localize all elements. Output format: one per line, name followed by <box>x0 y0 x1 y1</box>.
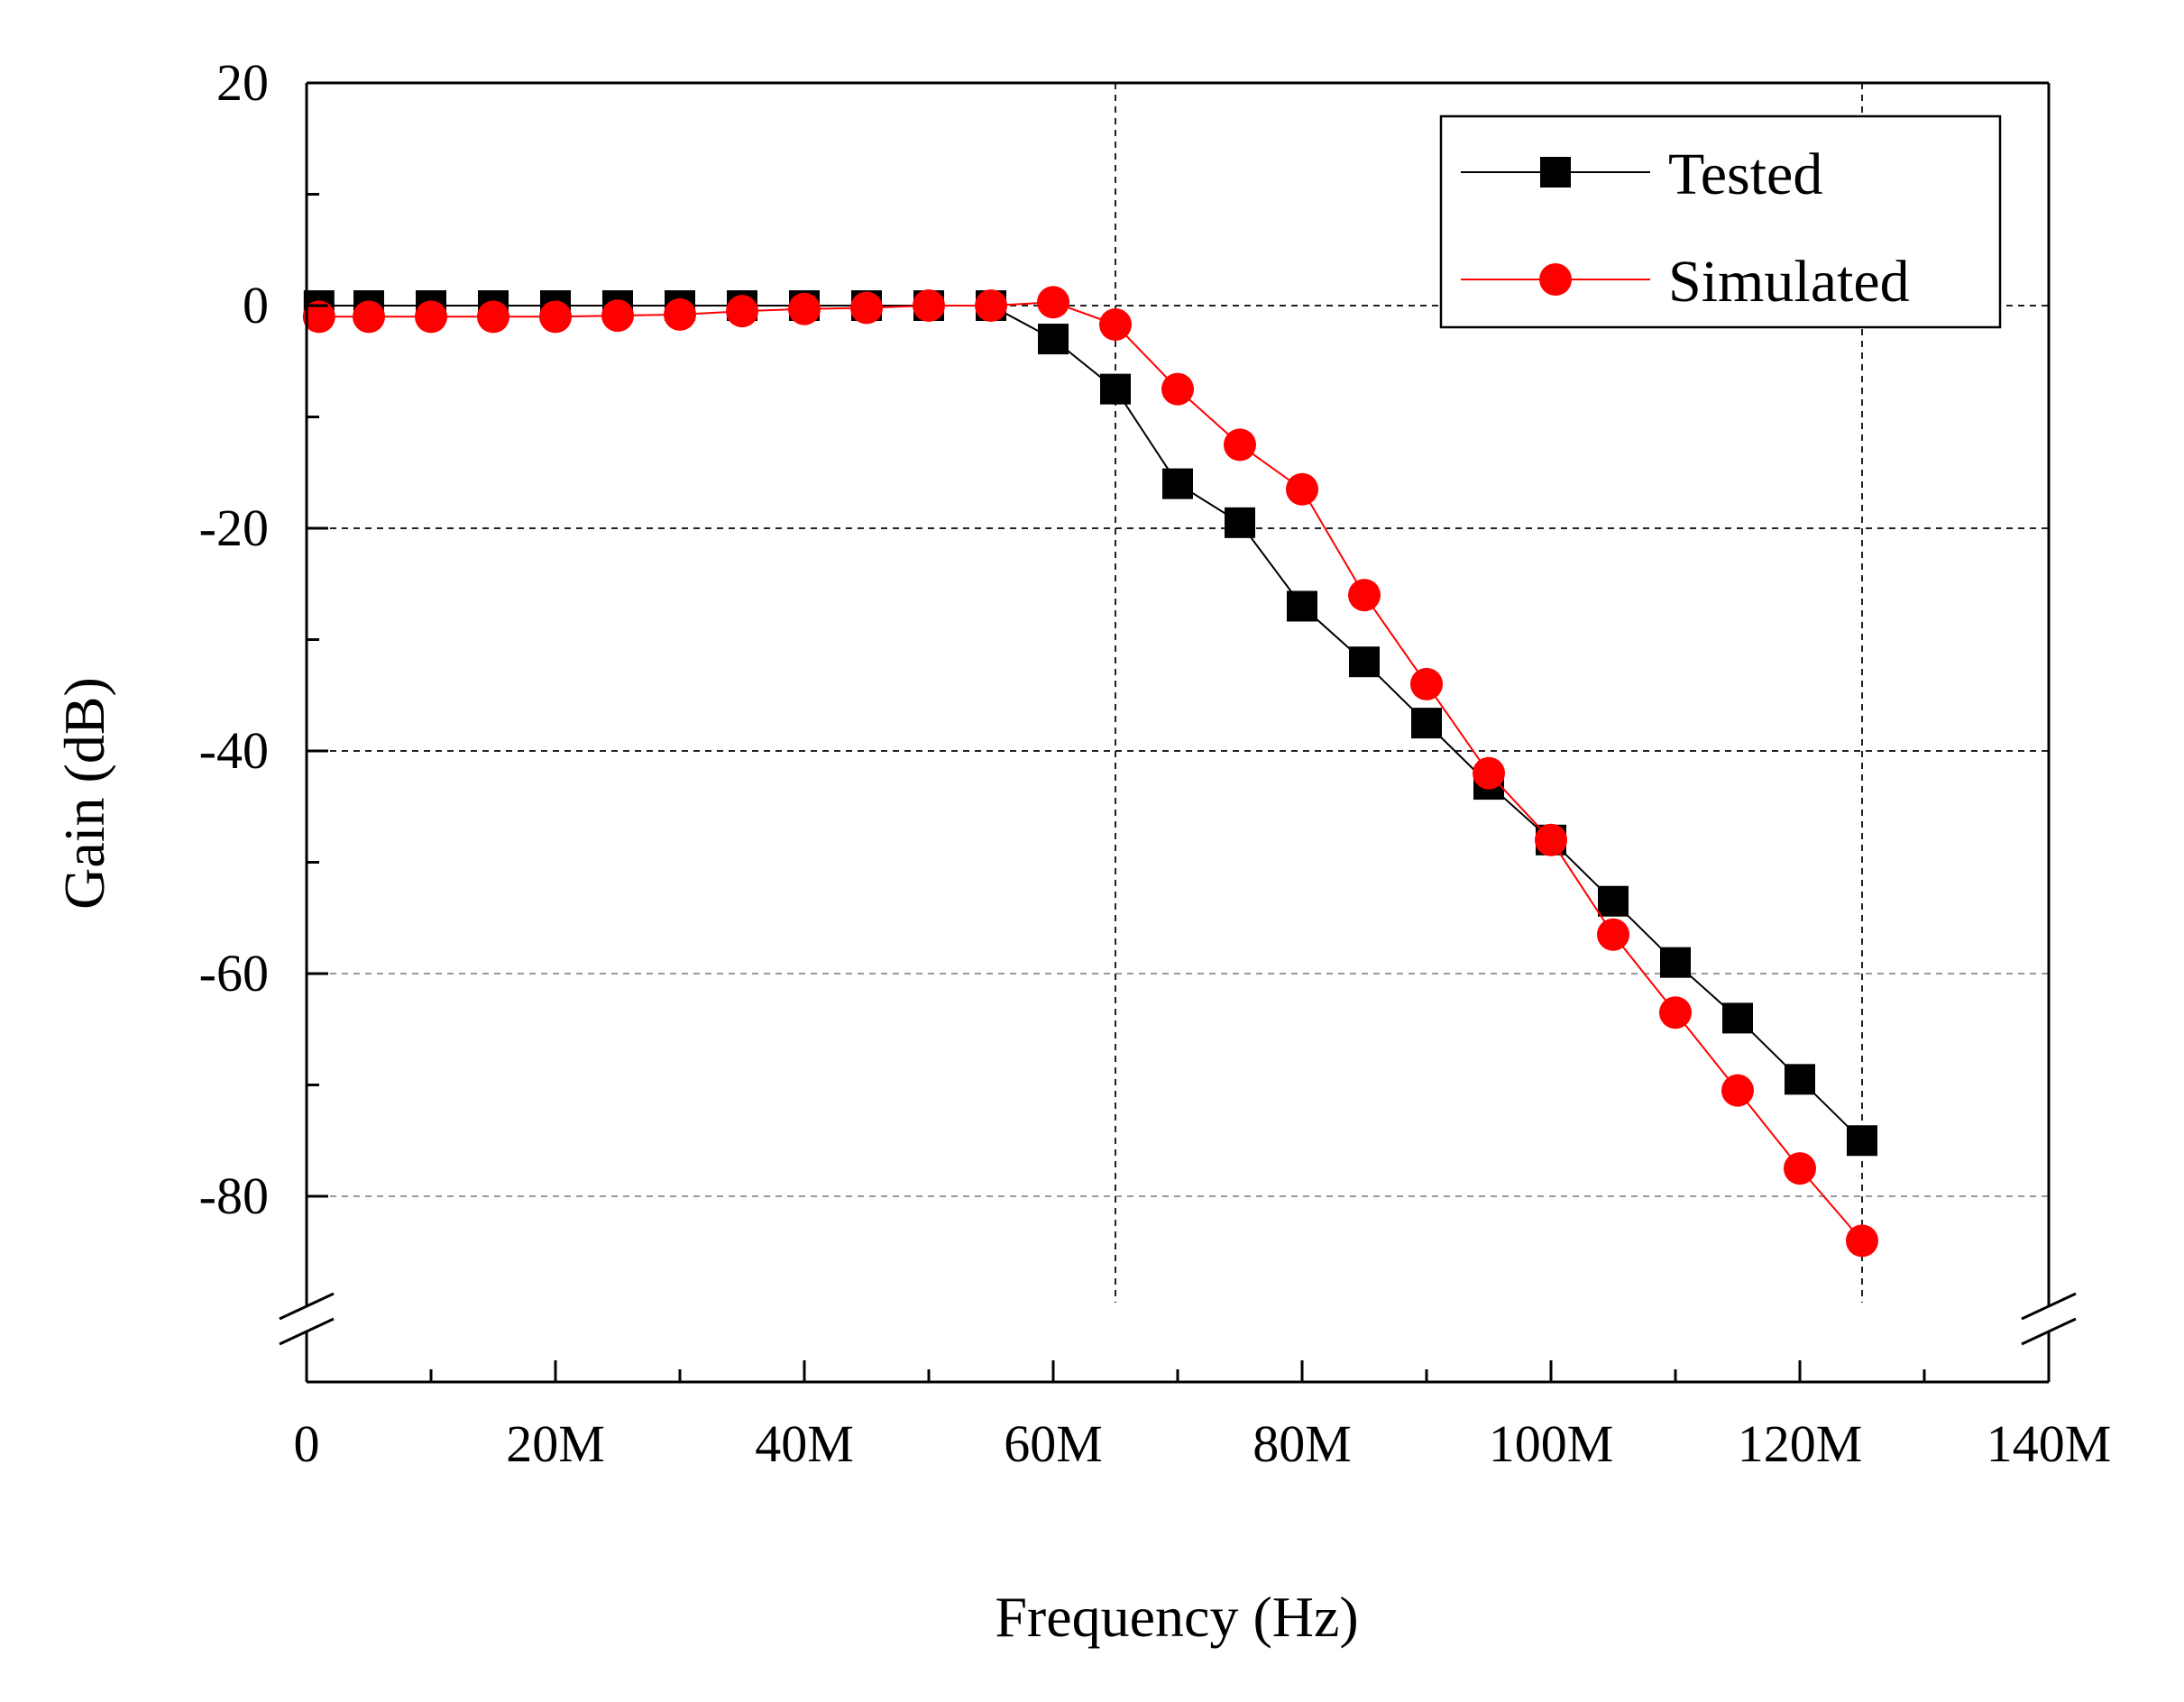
axis-break-mark-right <box>2021 1317 2077 1346</box>
data-point-simulated <box>788 292 821 325</box>
data-point-simulated <box>477 300 509 334</box>
data-point-simulated <box>1037 286 1069 319</box>
data-point-simulated <box>302 300 335 334</box>
plot-series <box>302 286 1878 1258</box>
legend-marker-simulated <box>1539 263 1572 296</box>
data-point-simulated <box>1099 307 1132 341</box>
x-tick-label: 80M <box>1253 1414 1352 1473</box>
y-tick-label: -20 <box>199 499 269 557</box>
data-point-simulated <box>1784 1152 1816 1185</box>
y-tick-label: 0 <box>243 276 269 334</box>
data-point-simulated <box>1597 918 1629 951</box>
data-point-tested <box>1722 1002 1753 1034</box>
x-axis-title: Frequency (Hz) <box>995 1585 1358 1649</box>
data-point-simulated <box>539 300 572 334</box>
y-tick-label: -60 <box>199 944 269 1002</box>
data-point-simulated <box>1535 823 1567 856</box>
series-line-simulated <box>318 301 1863 1242</box>
axis-break-mark-left <box>279 1317 335 1346</box>
data-point-tested <box>1411 708 1442 739</box>
x-tick-label: 60M <box>1004 1414 1103 1473</box>
data-point-simulated <box>415 300 447 334</box>
x-tick-label: 20M <box>506 1414 605 1473</box>
data-point-simulated <box>1348 579 1381 612</box>
data-point-simulated <box>1286 472 1318 506</box>
axis-break-mark-right <box>2021 1292 2077 1321</box>
legend: Tested Simulated <box>1439 114 2002 329</box>
data-point-simulated <box>1721 1074 1754 1107</box>
data-point-simulated <box>1224 428 1256 462</box>
data-point-simulated <box>1473 756 1505 790</box>
data-point-tested <box>1785 1064 1815 1095</box>
axis-break-mark-left <box>279 1292 335 1321</box>
y-axis-title: Gain (dB) <box>52 677 116 910</box>
y-tick-label: 20 <box>216 53 269 112</box>
data-point-simulated <box>913 289 945 322</box>
data-point-simulated <box>975 289 1007 322</box>
x-tick-label: 40M <box>755 1414 854 1473</box>
data-point-simulated <box>1410 667 1443 700</box>
legend-label-simulated: Simulated <box>1668 249 1910 315</box>
data-point-simulated <box>664 297 696 331</box>
series-line-tested <box>318 305 1863 1142</box>
data-point-tested <box>1847 1125 1877 1157</box>
legend-label-tested: Tested <box>1668 142 1822 207</box>
data-point-tested <box>1225 507 1255 538</box>
legend-box <box>1439 114 2002 329</box>
data-point-tested <box>1162 468 1193 499</box>
data-point-tested <box>1038 324 1069 355</box>
data-point-simulated <box>1846 1224 1878 1258</box>
x-tick-label: 120M <box>1738 1414 1863 1473</box>
data-point-tested <box>1349 646 1380 678</box>
x-tick-label: 140M <box>1987 1414 2112 1473</box>
data-point-tested <box>1660 947 1691 978</box>
data-point-simulated <box>1659 996 1692 1029</box>
data-point-simulated <box>1161 372 1194 406</box>
y-tick-label: -40 <box>199 721 269 780</box>
data-point-simulated <box>353 300 385 334</box>
data-point-simulated <box>601 299 634 333</box>
legend-marker-tested <box>1540 157 1571 188</box>
data-point-simulated <box>850 291 883 325</box>
y-tick-label: -80 <box>199 1167 269 1225</box>
x-tick-label: 0 <box>294 1414 320 1473</box>
x-tick-label: 100M <box>1489 1414 1614 1473</box>
data-point-tested <box>1100 373 1131 405</box>
axis-ticks: 0 20M 40M 60M 80M 100M 120M 140M 20 0 -20 -40 -60 -80 <box>199 53 2112 1473</box>
data-point-tested <box>1287 590 1317 622</box>
data-point-tested <box>1598 885 1629 917</box>
data-point-simulated <box>726 295 758 328</box>
